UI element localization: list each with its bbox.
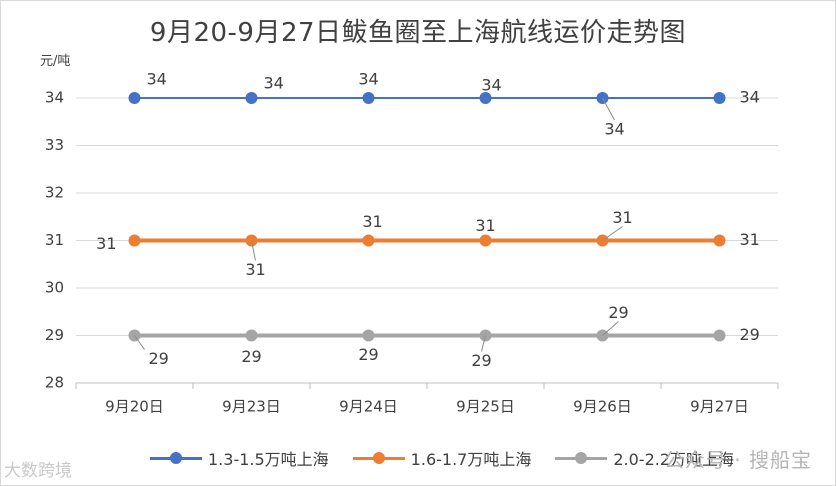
data-label: 29 [149,349,169,368]
data-label: 29 [608,303,628,322]
legend-swatch-series-1 [150,450,202,466]
data-label: 31 [362,212,382,231]
x-tick-label: 9月27日 [690,398,749,416]
data-point [245,329,258,342]
data-label: 34 [358,70,378,89]
legend-swatch-series-2 [352,450,405,466]
data-label: 34 [264,74,284,93]
watermark-right: 公众号 · 搜船宝 [663,448,812,472]
data-label: 29 [358,345,378,364]
data-point [362,92,375,104]
y-tick-label: 31 [45,231,64,249]
data-label-leader [134,335,145,350]
chart-title: 9月20-9月27日鲅鱼圈至上海航线运价走势图 [149,18,687,48]
data-label: 31 [740,230,760,249]
legend-label-series-2: 1.6-1.7万吨上海 [410,450,532,469]
data-point [713,234,726,247]
data-label-leader [602,226,623,241]
data-label-leader [251,240,256,261]
data-label: 29 [740,325,760,344]
y-axis-unit-label: 元/吨 [40,54,71,69]
data-label-leader [602,321,619,336]
legend-swatch-series-3 [555,450,608,466]
data-label: 34 [740,88,760,107]
data-point [713,92,726,104]
legend: 1.3-1.5万吨上海 1.6-1.7万吨上海 2.0-2.2万吨上海 [150,446,734,470]
data-label: 31 [245,260,265,279]
data-label: 29 [241,347,261,366]
y-tick-label: 34 [45,89,64,107]
data-point [362,234,375,247]
data-label: 29 [471,351,491,370]
data-label: 31 [612,208,632,227]
data-label: 34 [604,120,624,139]
data-point [479,92,492,104]
y-tick-label: 30 [45,279,64,297]
legend-item-series-3: 2.0-2.2万吨上海 [555,446,734,470]
y-tick-label: 33 [45,136,64,154]
x-tick-label: 9月25日 [456,398,515,416]
data-label: 31 [475,216,495,235]
data-label: 31 [96,234,116,253]
watermark-left: 大数跨境 [4,461,72,481]
data-point [128,234,141,247]
data-point [479,234,492,247]
y-tick-label: 32 [45,184,64,202]
x-tick-label: 9月26日 [573,398,632,416]
data-label-leader [481,335,486,352]
data-point [128,92,141,104]
y-tick-label: 28 [45,374,64,392]
x-tick-label: 9月23日 [222,398,281,416]
data-label: 34 [147,70,167,89]
data-label: 34 [481,76,501,95]
x-tick-label: 9月20日 [105,398,164,416]
data-label-leader [602,97,615,121]
legend-item-series-2: 1.6-1.7万吨上海 [352,446,532,470]
legend-label-series-3: 2.0-2.2万吨上海 [613,450,735,469]
legend-label-series-1: 1.3-1.5万吨上海 [208,450,329,469]
legend-item-series-1: 1.3-1.5万吨上海 [150,446,329,470]
data-point [245,92,258,104]
y-tick-label: 29 [45,326,64,344]
data-point [713,329,726,342]
x-tick-label: 9月24日 [339,398,398,416]
data-point [362,329,375,342]
